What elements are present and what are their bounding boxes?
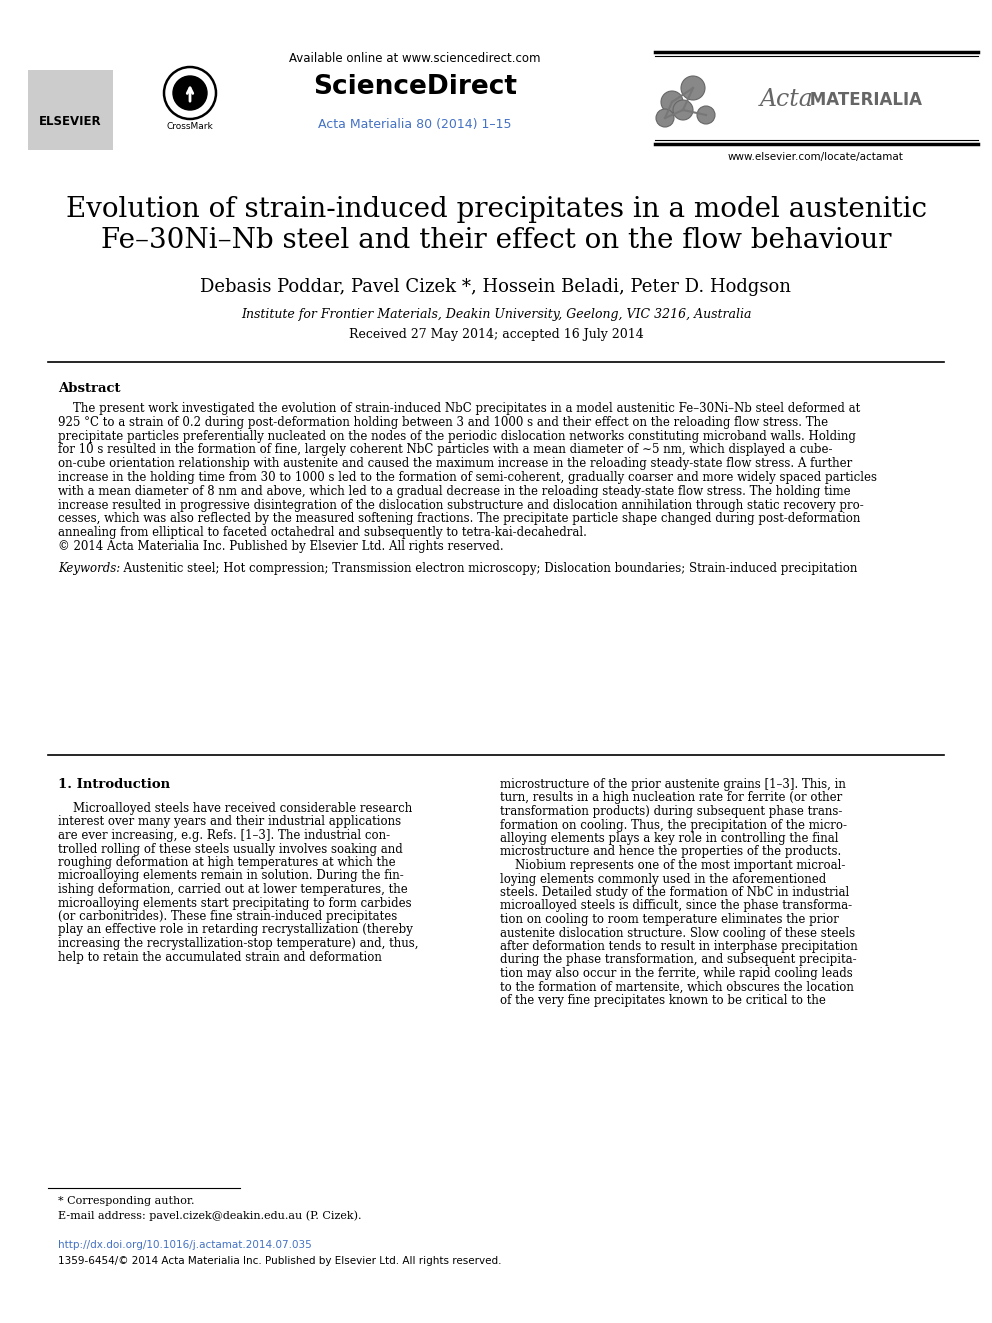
Text: 925 °C to a strain of 0.2 during post-deformation holding between 3 and 1000 s a: 925 °C to a strain of 0.2 during post-de…: [58, 415, 828, 429]
Circle shape: [661, 91, 683, 112]
Text: increase resulted in progressive disintegration of the dislocation substructure : increase resulted in progressive disinte…: [58, 499, 864, 512]
Text: www.elsevier.com/locate/actamat: www.elsevier.com/locate/actamat: [728, 152, 904, 161]
Text: formation on cooling. Thus, the precipitation of the micro-: formation on cooling. Thus, the precipit…: [500, 819, 847, 831]
Bar: [28, 70, 113, 149]
Text: Evolution of strain-induced precipitates in a model austenitic: Evolution of strain-induced precipitates…: [65, 196, 927, 224]
Text: microstructure of the prior austenite grains [1–3]. This, in: microstructure of the prior austenite gr…: [500, 778, 846, 791]
Text: Microalloyed steels have received considerable research: Microalloyed steels have received consid…: [58, 802, 413, 815]
Text: © 2014 Acta Materialia Inc. Published by Elsevier Ltd. All rights reserved.: © 2014 Acta Materialia Inc. Published by…: [58, 540, 504, 553]
Text: Fe–30Ni–Nb steel and their effect on the flow behaviour: Fe–30Ni–Nb steel and their effect on the…: [101, 228, 891, 254]
Text: Acta Materialia 80 (2014) 1–15: Acta Materialia 80 (2014) 1–15: [318, 118, 512, 131]
Circle shape: [673, 101, 693, 120]
Text: tion may also occur in the ferrite, while rapid cooling leads: tion may also occur in the ferrite, whil…: [500, 967, 853, 980]
Text: increase in the holding time from 30 to 1000 s led to the formation of semi-cohe: increase in the holding time from 30 to …: [58, 471, 877, 484]
Text: The present work investigated the evolution of strain-induced NbC precipitates i: The present work investigated the evolut…: [58, 402, 860, 415]
Text: of the very fine precipitates known to be critical to the: of the very fine precipitates known to b…: [500, 994, 826, 1007]
Text: on-cube orientation relationship with austenite and caused the maximum increase : on-cube orientation relationship with au…: [58, 458, 852, 470]
Text: for 10 s resulted in the formation of fine, largely coherent NbC particles with : for 10 s resulted in the formation of fi…: [58, 443, 832, 456]
Text: ELSEVIER: ELSEVIER: [39, 115, 101, 128]
Text: to the formation of martensite, which obscures the location: to the formation of martensite, which ob…: [500, 980, 854, 994]
Text: help to retain the accumulated strain and deformation: help to retain the accumulated strain an…: [58, 950, 382, 963]
Text: increasing the recrystallization-stop temperature) and, thus,: increasing the recrystallization-stop te…: [58, 937, 419, 950]
Circle shape: [697, 106, 715, 124]
Text: Acta: Acta: [760, 89, 813, 111]
Text: annealing from elliptical to faceted octahedral and subsequently to tetra-kai-de: annealing from elliptical to faceted oct…: [58, 527, 587, 540]
Text: loying elements commonly used in the aforementioned: loying elements commonly used in the afo…: [500, 872, 826, 885]
Text: austenite dislocation structure. Slow cooling of these steels: austenite dislocation structure. Slow co…: [500, 926, 855, 939]
Text: MATERIALIA: MATERIALIA: [804, 91, 922, 108]
Text: 1359-6454/© 2014 Acta Materialia Inc. Published by Elsevier Ltd. All rights rese: 1359-6454/© 2014 Acta Materialia Inc. Pu…: [58, 1256, 502, 1266]
Text: E-mail address: pavel.cizek@deakin.edu.au (P. Cizek).: E-mail address: pavel.cizek@deakin.edu.a…: [58, 1211, 361, 1221]
Text: ishing deformation, carried out at lower temperatures, the: ishing deformation, carried out at lower…: [58, 882, 408, 896]
Text: microstructure and hence the properties of the products.: microstructure and hence the properties …: [500, 845, 841, 859]
Text: turn, results in a high nucleation rate for ferrite (or other: turn, results in a high nucleation rate …: [500, 791, 842, 804]
Text: Received 27 May 2014; accepted 16 July 2014: Received 27 May 2014; accepted 16 July 2…: [348, 328, 644, 341]
Text: Keywords:: Keywords:: [58, 562, 120, 574]
Text: during the phase transformation, and subsequent precipita-: during the phase transformation, and sub…: [500, 954, 857, 967]
Text: Abstract: Abstract: [58, 382, 120, 396]
Text: cesses, which was also reflected by the measured softening fractions. The precip: cesses, which was also reflected by the …: [58, 512, 860, 525]
Text: CrossMark: CrossMark: [167, 122, 213, 131]
Text: * Corresponding author.: * Corresponding author.: [58, 1196, 194, 1207]
Text: roughing deformation at high temperatures at which the: roughing deformation at high temperature…: [58, 856, 396, 869]
Circle shape: [681, 75, 705, 101]
Text: Debasis Poddar, Pavel Cizek *, Hossein Beladi, Peter D. Hodgson: Debasis Poddar, Pavel Cizek *, Hossein B…: [200, 278, 792, 296]
Text: Austenitic steel; Hot compression; Transmission electron microscopy; Dislocation: Austenitic steel; Hot compression; Trans…: [116, 562, 857, 574]
Text: play an effective role in retarding recrystallization (thereby: play an effective role in retarding recr…: [58, 923, 413, 937]
Text: Available online at www.sciencedirect.com: Available online at www.sciencedirect.co…: [290, 52, 541, 65]
Circle shape: [656, 108, 674, 127]
Circle shape: [173, 75, 207, 110]
Text: ScienceDirect: ScienceDirect: [313, 74, 517, 101]
Text: microalloying elements remain in solution. During the fin-: microalloying elements remain in solutio…: [58, 869, 404, 882]
Text: microalloyed steels is difficult, since the phase transforma-: microalloyed steels is difficult, since …: [500, 900, 852, 913]
Text: (or carbonitrides). These fine strain-induced precipitates: (or carbonitrides). These fine strain-in…: [58, 910, 397, 923]
Text: microalloying elements start precipitating to form carbides: microalloying elements start precipitati…: [58, 897, 412, 909]
Text: steels. Detailed study of the formation of NbC in industrial: steels. Detailed study of the formation …: [500, 886, 849, 900]
Text: after deformation tends to result in interphase precipitation: after deformation tends to result in int…: [500, 941, 858, 953]
Text: trolled rolling of these steels usually involves soaking and: trolled rolling of these steels usually …: [58, 843, 403, 856]
Text: tion on cooling to room temperature eliminates the prior: tion on cooling to room temperature elim…: [500, 913, 839, 926]
Text: alloying elements plays a key role in controlling the final: alloying elements plays a key role in co…: [500, 832, 838, 845]
Text: interest over many years and their industrial applications: interest over many years and their indus…: [58, 815, 401, 828]
Text: http://dx.doi.org/10.1016/j.actamat.2014.07.035: http://dx.doi.org/10.1016/j.actamat.2014…: [58, 1240, 311, 1250]
Text: 1. Introduction: 1. Introduction: [58, 778, 170, 791]
Text: Institute for Frontier Materials, Deakin University, Geelong, VIC 3216, Australi: Institute for Frontier Materials, Deakin…: [241, 308, 751, 321]
Text: Niobium represents one of the most important microal-: Niobium represents one of the most impor…: [500, 859, 845, 872]
Text: with a mean diameter of 8 nm and above, which led to a gradual decrease in the r: with a mean diameter of 8 nm and above, …: [58, 484, 850, 497]
Text: precipitate particles preferentially nucleated on the nodes of the periodic disl: precipitate particles preferentially nuc…: [58, 430, 856, 443]
Text: are ever increasing, e.g. Refs. [1–3]. The industrial con-: are ever increasing, e.g. Refs. [1–3]. T…: [58, 830, 390, 841]
Text: transformation products) during subsequent phase trans-: transformation products) during subseque…: [500, 804, 842, 818]
